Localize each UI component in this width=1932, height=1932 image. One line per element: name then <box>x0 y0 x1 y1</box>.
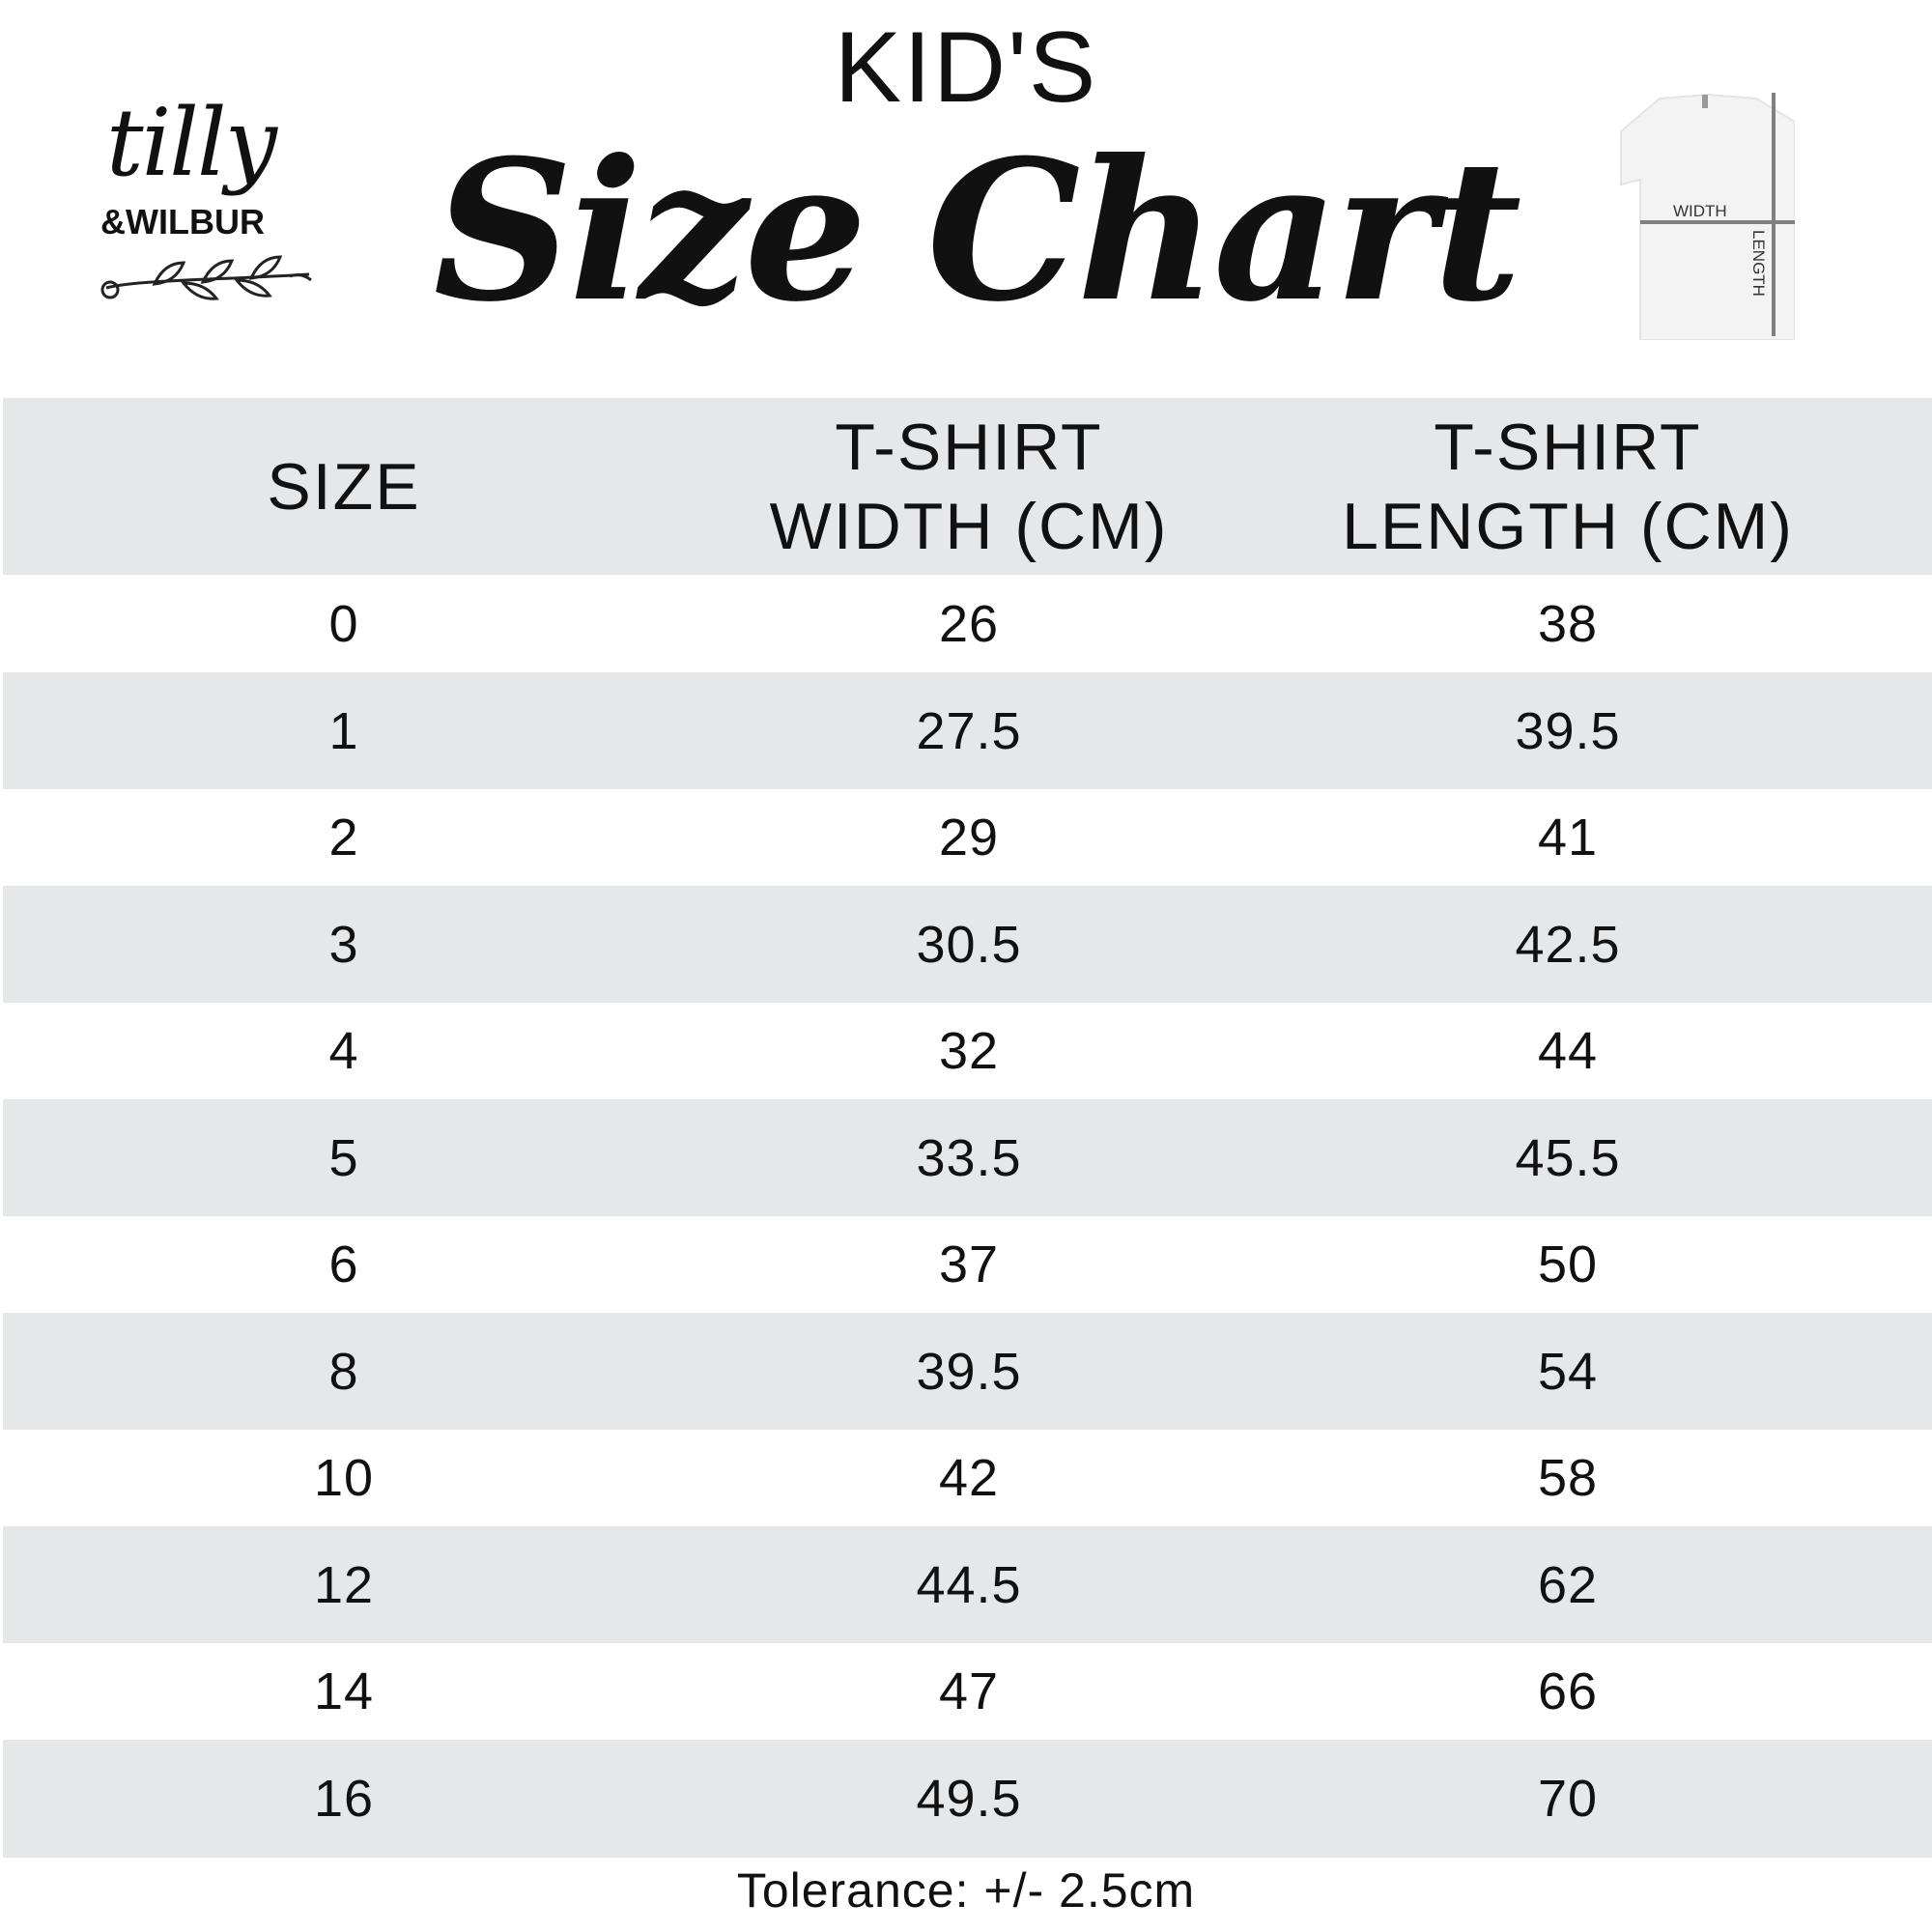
brand-logo: tilly &WILBUR <box>97 97 319 309</box>
page-title: Size Chart <box>433 118 1522 345</box>
table-header: SIZE T-SHIRT WIDTH (CM) T-SHIRT LENGTH (CM… <box>3 398 1932 575</box>
cell-length: 45.5 <box>1515 1128 1621 1187</box>
header-width: T-SHIRT WIDTH (CM) <box>769 410 1169 563</box>
cell-length: 38 <box>1537 594 1599 653</box>
cell-length: 42.5 <box>1515 915 1621 974</box>
cell-size: 12 <box>313 1555 375 1614</box>
cell-width: 29 <box>938 809 1000 867</box>
cell-length: 58 <box>1537 1449 1599 1507</box>
cell-length: 62 <box>1537 1555 1599 1614</box>
cell-size: 4 <box>328 1022 359 1080</box>
cell-width: 27.5 <box>916 701 1022 760</box>
length-label: LENGTH <box>1749 230 1768 297</box>
table-body: 0 26 38 1 27.5 39.5 2 29 41 3 30.5 42.5 4 32 44 5 33.5 45… <box>3 575 1932 1858</box>
cell-size: 1 <box>328 701 359 760</box>
width-label: WIDTH <box>1673 202 1727 220</box>
title-kicker: KID'S <box>834 12 1098 124</box>
cell-size: 8 <box>328 1342 359 1401</box>
cell-width: 44.5 <box>916 1555 1022 1614</box>
table-row: 8 39.5 54 <box>3 1313 1932 1430</box>
cell-size: 10 <box>313 1449 375 1507</box>
leaf-vine-icon <box>100 255 312 300</box>
size-table: SIZE T-SHIRT WIDTH (CM) T-SHIRT LENGTH (CM… <box>3 398 1932 1858</box>
cell-length: 54 <box>1537 1342 1599 1401</box>
cell-width: 33.5 <box>916 1128 1022 1187</box>
table-row: 4 32 44 <box>3 1003 1932 1099</box>
cell-size: 16 <box>313 1770 375 1828</box>
cell-width: 30.5 <box>916 915 1022 974</box>
header-length: T-SHIRT LENGTH (CM) <box>1342 410 1794 563</box>
table-row: 16 49.5 70 <box>3 1740 1932 1858</box>
table-row: 3 30.5 42.5 <box>3 886 1932 1003</box>
cell-width: 42 <box>938 1449 1000 1507</box>
cell-width: 32 <box>938 1022 1000 1080</box>
table-row: 2 29 41 <box>3 789 1932 886</box>
cell-width: 39.5 <box>916 1342 1022 1401</box>
cell-size: 6 <box>328 1236 359 1293</box>
cell-length: 39.5 <box>1515 701 1621 760</box>
cell-length: 41 <box>1537 809 1599 867</box>
cell-size: 0 <box>328 594 359 653</box>
header-size: SIZE <box>267 449 421 524</box>
table-row: 5 33.5 45.5 <box>3 1099 1932 1216</box>
cell-size: 5 <box>328 1128 359 1187</box>
table-row: 12 44.5 62 <box>3 1526 1932 1643</box>
cell-width: 49.5 <box>916 1770 1022 1828</box>
cell-size: 3 <box>328 915 359 974</box>
cell-length: 66 <box>1537 1662 1599 1720</box>
table-row: 0 26 38 <box>3 575 1932 672</box>
cell-size: 14 <box>313 1662 375 1720</box>
tshirt-measure-diagram: WIDTH LENGTH <box>1602 93 1796 341</box>
cell-length: 44 <box>1537 1022 1599 1080</box>
logo-wordmark-tilly: tilly <box>106 89 277 197</box>
cell-length: 70 <box>1537 1770 1599 1828</box>
table-row: 6 37 50 <box>3 1216 1932 1313</box>
cell-size: 2 <box>328 809 359 867</box>
table-row: 10 42 58 <box>3 1430 1932 1526</box>
table-row: 14 47 66 <box>3 1643 1932 1740</box>
logo-wordmark-wilbur: &WILBUR <box>100 202 265 242</box>
cell-length: 50 <box>1537 1236 1599 1293</box>
cell-width: 26 <box>938 594 1000 653</box>
cell-width: 37 <box>938 1236 1000 1293</box>
table-row: 1 27.5 39.5 <box>3 672 1932 789</box>
cell-width: 47 <box>938 1662 1000 1720</box>
tolerance-note: Tolerance: +/- 2.5cm <box>736 1863 1196 1918</box>
